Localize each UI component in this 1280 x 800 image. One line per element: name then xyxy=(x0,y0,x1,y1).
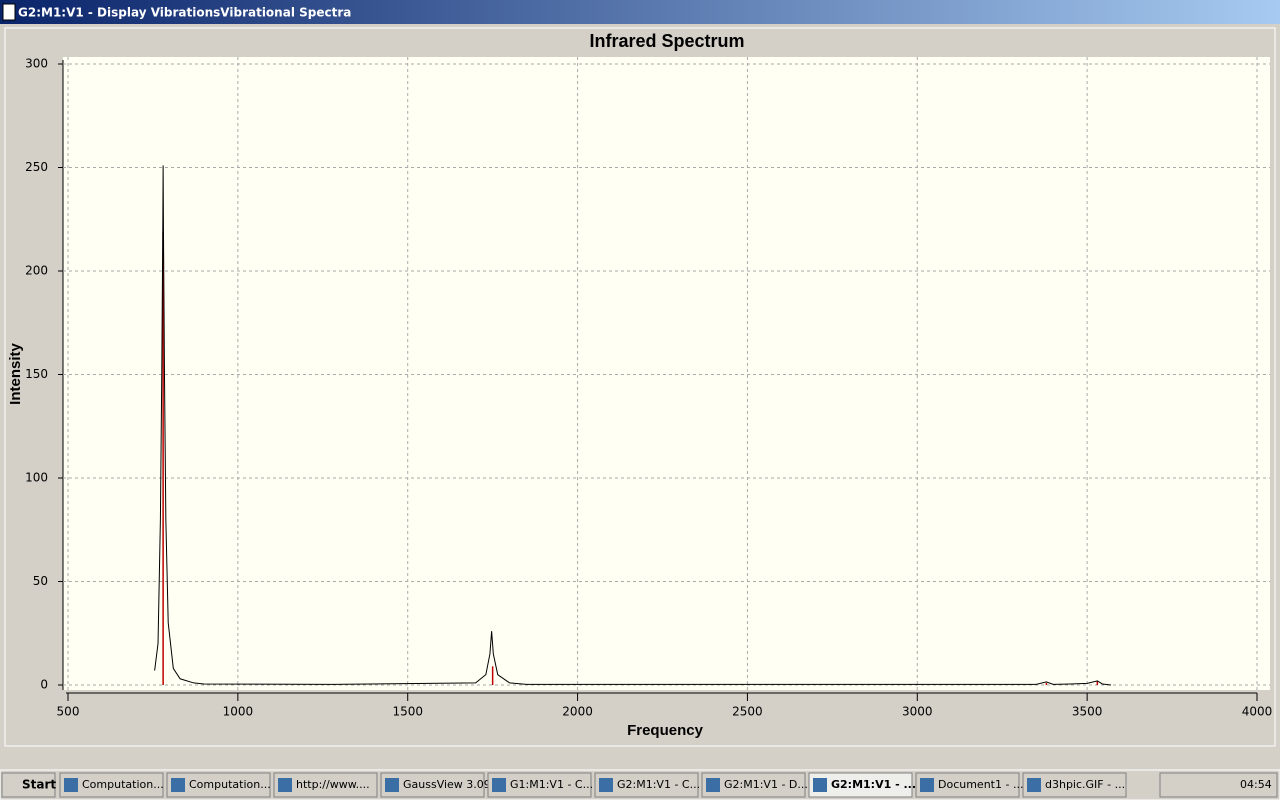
title-bar xyxy=(0,0,1280,24)
plot-area xyxy=(63,57,1270,690)
y-tick-label: 200 xyxy=(25,264,48,278)
y-tick-label: 250 xyxy=(25,160,48,174)
start-label[interactable]: Start xyxy=(22,778,56,792)
taskbar-icon[interactable] xyxy=(599,778,613,792)
y-tick-label: 150 xyxy=(25,367,48,381)
taskbar-icon[interactable] xyxy=(385,778,399,792)
taskbar-icon[interactable] xyxy=(813,778,827,792)
y-axis-label: Intensity xyxy=(7,343,24,405)
taskbar-label[interactable]: Computation... xyxy=(189,778,271,791)
taskbar-button[interactable]: d3hpic.GIF - ... xyxy=(1022,772,1127,798)
x-tick-label: 500 xyxy=(57,705,80,719)
plot: 0 50 100 150 200 250 300 500 1000 1500 2000 2500 300… xyxy=(25,57,1272,719)
x-tick-label: 1500 xyxy=(392,705,423,719)
taskbar-button[interactable]: G2:M1:V1 - D... xyxy=(701,772,808,798)
taskbar-icon[interactable] xyxy=(278,778,292,792)
taskbar-icon[interactable] xyxy=(706,778,720,792)
taskbar-button[interactable]: G2:M1:V1 - ... xyxy=(808,772,916,798)
window-title: G2:M1:V1 - Display VibrationsVibrational… xyxy=(18,6,351,20)
taskbar-button[interactable]: GaussView 3.09 xyxy=(380,772,491,798)
taskbar-label[interactable]: d3hpic.GIF - ... xyxy=(1045,778,1125,791)
taskbar-label[interactable]: http://www.... xyxy=(296,778,370,791)
taskbar-items: Start Computation... Computation... http://… xyxy=(1,772,1278,798)
clock: 04:54 xyxy=(1240,778,1272,791)
x-tick-label: 2000 xyxy=(562,705,593,719)
x-tick-label: 1000 xyxy=(223,705,254,719)
taskbar-label[interactable]: G2:M1:V1 - ... xyxy=(831,778,916,791)
taskbar-button[interactable]: G2:M1:V1 - C... xyxy=(594,772,700,798)
taskbar-label[interactable]: Computation... xyxy=(82,778,164,791)
taskbar-icon[interactable] xyxy=(1027,778,1041,792)
chart-title: Infrared Spectrum xyxy=(589,31,744,51)
y-tick-label: 50 xyxy=(33,574,48,588)
x-tick-label: 3500 xyxy=(1072,705,1103,719)
taskbar-button[interactable]: Computation... xyxy=(166,772,271,798)
taskbar-label[interactable]: G1:M1:V1 - C... xyxy=(510,778,593,791)
taskbar-button[interactable]: http://www.... xyxy=(273,772,378,798)
y-tick-label: 0 xyxy=(40,678,48,692)
taskbar-icon[interactable] xyxy=(920,778,934,792)
start-button[interactable]: Start xyxy=(1,772,56,798)
taskbar-button[interactable]: G1:M1:V1 - C... xyxy=(487,772,593,798)
taskbar-label[interactable]: G2:M1:V1 - C... xyxy=(617,778,700,791)
taskbar-button[interactable]: Computation... xyxy=(59,772,164,798)
taskbar-label[interactable]: Document1 - ... xyxy=(938,778,1023,791)
app-icon xyxy=(2,3,16,21)
x-axis-label: Frequency xyxy=(627,722,704,739)
x-tick-label: 2500 xyxy=(732,705,763,719)
y-tick-label: 100 xyxy=(25,471,48,485)
taskbar-label[interactable]: GaussView 3.09 xyxy=(403,778,491,791)
spectrum-line xyxy=(154,165,1111,686)
start-button-bg[interactable] xyxy=(1,772,56,798)
x-tick-label: 3000 xyxy=(902,705,933,719)
taskbar-label[interactable]: G2:M1:V1 - D... xyxy=(724,778,808,791)
taskbar-button[interactable]: Document1 - ... xyxy=(915,772,1023,798)
taskbar-icon[interactable] xyxy=(64,778,78,792)
taskbar-icon[interactable] xyxy=(171,778,185,792)
x-tick-label: 4000 xyxy=(1242,705,1273,719)
tray xyxy=(1159,772,1278,798)
y-tick-label: 300 xyxy=(25,57,48,71)
taskbar-icon[interactable] xyxy=(492,778,506,792)
